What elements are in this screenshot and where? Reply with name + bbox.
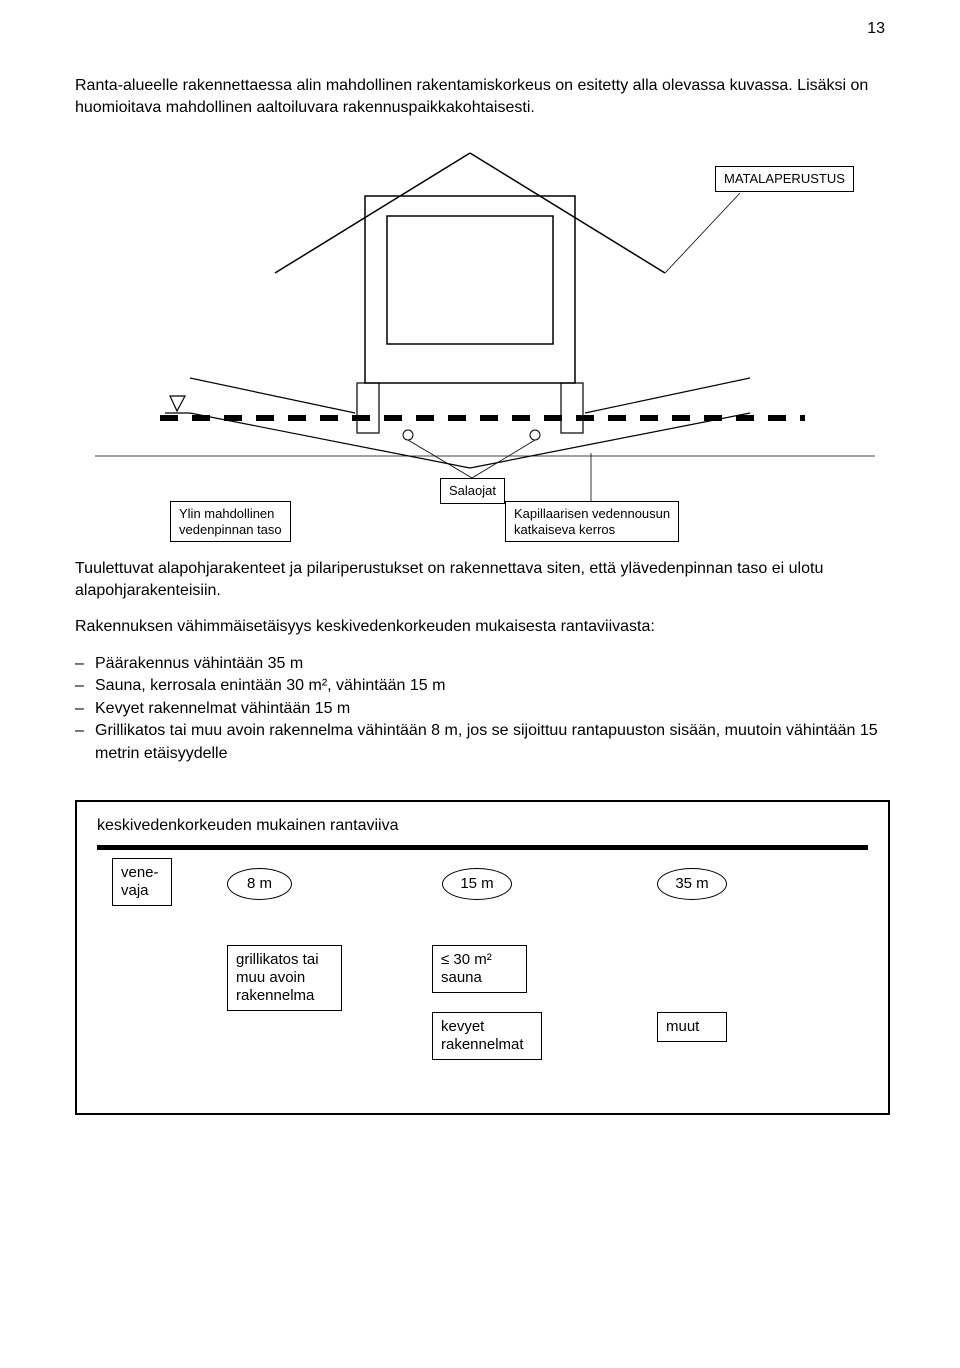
distance-list: – Päärakennus vähintään 35 m – Sauna, ke… [75,653,890,765]
list-item: – Grillikatos tai muu avoin rakennelma v… [75,720,890,765]
box-muut: muut [657,1012,727,1042]
box-venevaja: vene- vaja [112,858,172,906]
dash-bullet: – [75,653,95,675]
label-ylin-vedenpinta: Ylin mahdollinen vedenpinnan taso [170,501,291,542]
box-kevyet: kevyet rakennelmat [432,1012,542,1060]
label-kapillaarisen: Kapillaarisen vedennousun katkaiseva ker… [505,501,679,542]
oval-35m: 35 m [657,868,727,900]
label-matalaperustus: MATALAPERUSTUS [715,166,854,192]
dash-bullet: – [75,675,95,697]
intro-paragraph: Ranta-alueelle rakennettaessa alin mahdo… [75,75,890,118]
body-paragraph-1: Tuulettuvat alapohjarakenteet ja pilarip… [75,558,890,601]
oval-8m: 8 m [227,868,292,900]
label-salaojat: Salaojat [440,478,505,504]
oval-15m: 15 m [442,868,512,900]
box-sauna: ≤ 30 m² sauna [432,945,527,993]
box-grillikatos: grillikatos tai muu avoin rakennelma [227,945,342,1011]
list-text: Grillikatos tai muu avoin rakennelma väh… [95,720,890,765]
list-item: – Kevyet rakennelmat vähintään 15 m [75,698,890,720]
list-text: Päärakennus vähintään 35 m [95,653,303,675]
list-title: Rakennuksen vähimmäisetäisyys keskiveden… [75,616,890,638]
dash-bullet: – [75,698,95,720]
page-number: 13 [867,20,885,38]
list-text: Sauna, kerrosala enintään 30 m², vähintä… [95,675,445,697]
dash-bullet: – [75,720,95,765]
shoreline-diagram: keskivedenkorkeuden mukainen rantaviiva … [75,800,890,1115]
list-text: Kevyet rakennelmat vähintään 15 m [95,698,350,720]
list-item: – Sauna, kerrosala enintään 30 m², vähin… [75,675,890,697]
foundation-diagram: MATALAPERUSTUS Salaojat Ylin mahdollinen… [75,138,890,538]
list-item: – Päärakennus vähintään 35 m [75,653,890,675]
shoreline-title: keskivedenkorkeuden mukainen rantaviiva [97,817,868,835]
